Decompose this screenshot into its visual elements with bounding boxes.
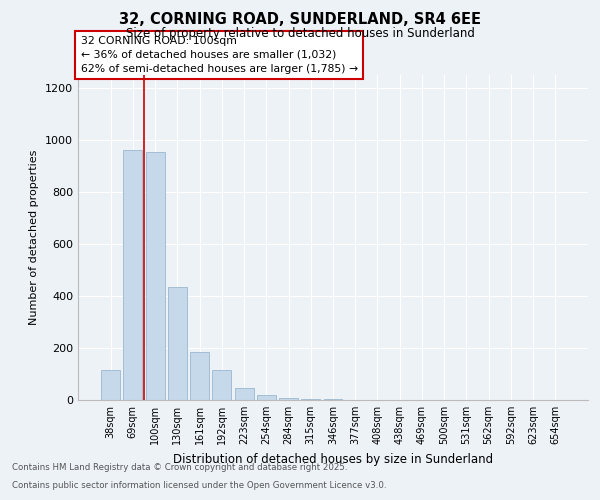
Text: Size of property relative to detached houses in Sunderland: Size of property relative to detached ho… — [125, 28, 475, 40]
Text: 32 CORNING ROAD: 100sqm
← 36% of detached houses are smaller (1,032)
62% of semi: 32 CORNING ROAD: 100sqm ← 36% of detache… — [80, 36, 358, 74]
Bar — [257, 395, 276, 400]
Bar — [124, 150, 142, 400]
Text: Contains public sector information licensed under the Open Government Licence v3: Contains public sector information licen… — [12, 481, 386, 490]
Text: 32, CORNING ROAD, SUNDERLAND, SR4 6EE: 32, CORNING ROAD, SUNDERLAND, SR4 6EE — [119, 12, 481, 28]
Bar — [101, 370, 120, 400]
Bar — [279, 398, 298, 400]
Bar — [168, 287, 187, 400]
Bar — [190, 352, 209, 400]
Text: Contains HM Land Registry data © Crown copyright and database right 2025.: Contains HM Land Registry data © Crown c… — [12, 464, 347, 472]
Bar — [301, 399, 320, 400]
Bar — [212, 370, 231, 400]
Bar — [235, 388, 254, 400]
Y-axis label: Number of detached properties: Number of detached properties — [29, 150, 40, 325]
X-axis label: Distribution of detached houses by size in Sunderland: Distribution of detached houses by size … — [173, 452, 493, 466]
Bar — [146, 152, 164, 400]
